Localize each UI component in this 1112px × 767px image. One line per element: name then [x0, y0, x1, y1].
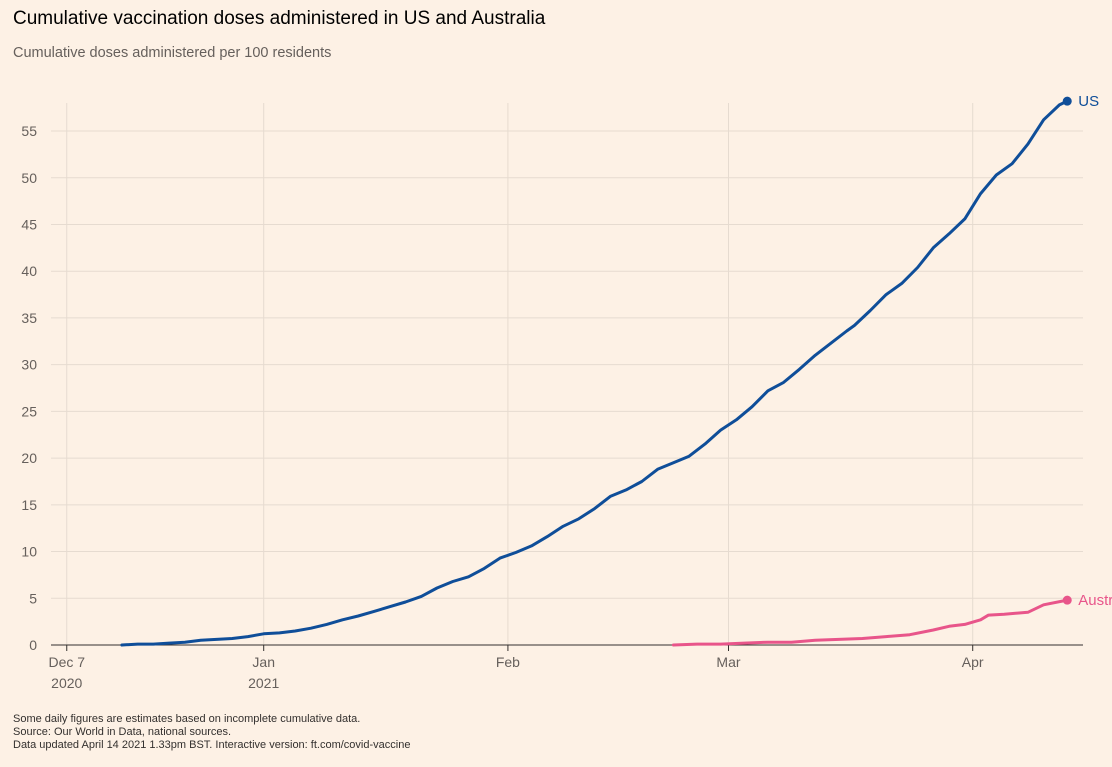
- footer-note: Some daily figures are estimates based o…: [13, 713, 361, 725]
- y-tick-label: 45: [21, 216, 37, 232]
- x-tick-sublabel: 2020: [51, 675, 82, 691]
- series-line-us: [120, 99, 1069, 647]
- y-tick-label: 40: [21, 263, 37, 279]
- footer-source: Source: Our World in Data, national sour…: [13, 726, 232, 738]
- y-tick-label: 50: [21, 170, 37, 186]
- chart-subtitle: Cumulative doses administered per 100 re…: [13, 45, 332, 61]
- x-tick-label: Apr: [962, 654, 984, 670]
- footer-updated: Data updated April 14 2021 1.33pm BST. I…: [13, 739, 411, 751]
- series-line-australia: [671, 598, 1069, 647]
- y-tick-label: 10: [21, 544, 37, 560]
- series-end-marker-australia: [1062, 595, 1072, 605]
- y-tick-label: 55: [21, 123, 37, 139]
- grid-layer: [51, 103, 1083, 651]
- y-tick-label: 25: [21, 403, 37, 419]
- y-tick-label: 0: [29, 637, 37, 653]
- footer-notes: Some daily figures are estimates based o…: [13, 713, 410, 752]
- x-tick-label: Dec 7: [48, 654, 85, 670]
- series-layer: [120, 96, 1072, 647]
- chart-title: Cumulative vaccination doses administere…: [13, 8, 546, 29]
- x-tick-label: Jan: [252, 654, 275, 670]
- y-tick-label: 30: [21, 357, 37, 373]
- series-label-australia: Australia: [1078, 592, 1112, 609]
- series-end-marker-us: [1062, 96, 1072, 106]
- y-tick-label: 5: [29, 590, 37, 606]
- series-label-us: US: [1078, 93, 1099, 110]
- x-tick-sublabel: 2021: [248, 675, 279, 691]
- y-tick-label: 20: [21, 450, 37, 466]
- y-tick-label: 35: [21, 310, 37, 326]
- label-layer: 0 5 10 15 20 25 30 35 40 45 50 55 Dec 7 2020 Jan 2021 Fe…: [21, 93, 1112, 691]
- y-tick-label: 15: [21, 497, 37, 513]
- x-tick-label: Feb: [496, 654, 520, 670]
- x-tick-label: Mar: [716, 654, 740, 670]
